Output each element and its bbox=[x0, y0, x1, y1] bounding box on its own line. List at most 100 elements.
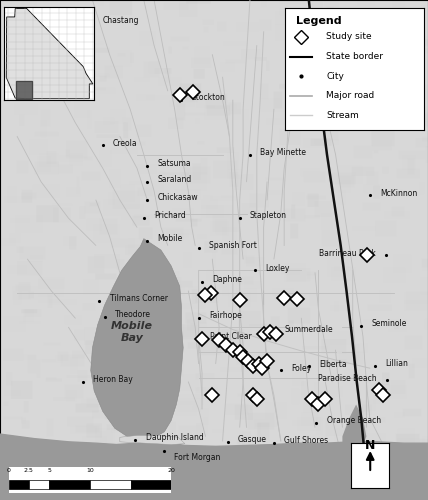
FancyBboxPatch shape bbox=[202, 20, 214, 25]
Text: Perdido: Perdido bbox=[312, 80, 340, 88]
FancyBboxPatch shape bbox=[92, 356, 110, 365]
FancyBboxPatch shape bbox=[88, 256, 104, 273]
FancyBboxPatch shape bbox=[60, 354, 84, 366]
FancyBboxPatch shape bbox=[66, 141, 87, 158]
FancyBboxPatch shape bbox=[22, 28, 46, 38]
FancyBboxPatch shape bbox=[335, 17, 339, 29]
FancyBboxPatch shape bbox=[399, 150, 426, 159]
Text: Chastang: Chastang bbox=[103, 16, 139, 25]
FancyBboxPatch shape bbox=[139, 444, 158, 448]
FancyBboxPatch shape bbox=[86, 484, 108, 496]
Text: Daphne: Daphne bbox=[212, 275, 242, 284]
FancyBboxPatch shape bbox=[162, 172, 189, 176]
FancyBboxPatch shape bbox=[13, 286, 38, 300]
FancyBboxPatch shape bbox=[202, 205, 223, 218]
FancyBboxPatch shape bbox=[383, 268, 405, 283]
Text: Fairhope: Fairhope bbox=[209, 312, 242, 320]
FancyBboxPatch shape bbox=[230, 172, 238, 187]
FancyBboxPatch shape bbox=[353, 343, 368, 352]
FancyBboxPatch shape bbox=[352, 32, 377, 49]
Text: Legend: Legend bbox=[296, 16, 342, 26]
Bar bbox=[90, 480, 131, 489]
FancyBboxPatch shape bbox=[374, 46, 385, 55]
FancyBboxPatch shape bbox=[120, 320, 130, 334]
FancyBboxPatch shape bbox=[187, 320, 196, 330]
FancyBboxPatch shape bbox=[11, 381, 33, 399]
FancyBboxPatch shape bbox=[203, 196, 213, 198]
FancyBboxPatch shape bbox=[222, 244, 238, 254]
FancyBboxPatch shape bbox=[307, 104, 324, 120]
FancyBboxPatch shape bbox=[315, 202, 331, 217]
FancyBboxPatch shape bbox=[257, 422, 269, 440]
FancyBboxPatch shape bbox=[160, 272, 173, 277]
FancyBboxPatch shape bbox=[121, 204, 144, 220]
Text: Theodore: Theodore bbox=[116, 310, 152, 319]
FancyBboxPatch shape bbox=[181, 460, 198, 466]
FancyBboxPatch shape bbox=[372, 140, 392, 151]
FancyBboxPatch shape bbox=[321, 339, 346, 353]
FancyBboxPatch shape bbox=[421, 277, 428, 294]
Text: Stapleton: Stapleton bbox=[250, 212, 287, 220]
FancyBboxPatch shape bbox=[322, 230, 342, 246]
FancyBboxPatch shape bbox=[237, 22, 259, 32]
FancyBboxPatch shape bbox=[320, 48, 330, 52]
FancyBboxPatch shape bbox=[111, 238, 135, 248]
FancyBboxPatch shape bbox=[36, 206, 59, 222]
Text: Chickasaw: Chickasaw bbox=[158, 193, 198, 202]
FancyBboxPatch shape bbox=[217, 148, 234, 153]
FancyBboxPatch shape bbox=[238, 311, 261, 327]
FancyBboxPatch shape bbox=[331, 86, 337, 99]
FancyBboxPatch shape bbox=[426, 478, 428, 492]
FancyBboxPatch shape bbox=[235, 405, 253, 420]
FancyBboxPatch shape bbox=[204, 26, 208, 32]
Text: Tilmans Corner: Tilmans Corner bbox=[110, 294, 168, 303]
FancyBboxPatch shape bbox=[100, 76, 107, 82]
FancyBboxPatch shape bbox=[80, 25, 91, 31]
FancyBboxPatch shape bbox=[122, 118, 131, 130]
FancyBboxPatch shape bbox=[325, 128, 339, 140]
FancyBboxPatch shape bbox=[193, 164, 201, 180]
Polygon shape bbox=[120, 436, 185, 444]
Text: Heron Bay: Heron Bay bbox=[93, 375, 133, 384]
Text: Creola: Creola bbox=[113, 138, 138, 147]
FancyBboxPatch shape bbox=[149, 62, 160, 74]
FancyBboxPatch shape bbox=[267, 119, 289, 124]
FancyBboxPatch shape bbox=[364, 184, 382, 193]
FancyBboxPatch shape bbox=[374, 391, 382, 404]
FancyBboxPatch shape bbox=[185, 312, 206, 324]
FancyBboxPatch shape bbox=[238, 436, 245, 453]
FancyBboxPatch shape bbox=[206, 94, 227, 109]
Text: Mobile
Bay: Mobile Bay bbox=[111, 321, 153, 342]
Text: N: N bbox=[365, 438, 375, 452]
FancyBboxPatch shape bbox=[160, 271, 179, 287]
FancyBboxPatch shape bbox=[178, 398, 203, 405]
FancyBboxPatch shape bbox=[129, 238, 148, 256]
FancyBboxPatch shape bbox=[15, 285, 30, 291]
FancyBboxPatch shape bbox=[46, 418, 54, 436]
Bar bbox=[131, 480, 171, 489]
FancyBboxPatch shape bbox=[176, 104, 185, 120]
Polygon shape bbox=[91, 238, 183, 442]
FancyBboxPatch shape bbox=[27, 438, 33, 446]
FancyBboxPatch shape bbox=[354, 418, 368, 430]
Text: Gulf Shores: Gulf Shores bbox=[284, 436, 328, 445]
FancyBboxPatch shape bbox=[116, 260, 124, 270]
FancyBboxPatch shape bbox=[171, 36, 189, 42]
FancyBboxPatch shape bbox=[113, 191, 140, 209]
FancyBboxPatch shape bbox=[398, 446, 404, 450]
FancyBboxPatch shape bbox=[123, 122, 128, 138]
FancyBboxPatch shape bbox=[71, 82, 75, 90]
FancyBboxPatch shape bbox=[289, 74, 316, 80]
FancyBboxPatch shape bbox=[183, 46, 188, 50]
FancyBboxPatch shape bbox=[59, 164, 73, 173]
FancyBboxPatch shape bbox=[243, 462, 250, 466]
FancyBboxPatch shape bbox=[94, 224, 119, 242]
FancyBboxPatch shape bbox=[393, 0, 405, 8]
FancyBboxPatch shape bbox=[358, 0, 374, 6]
FancyBboxPatch shape bbox=[9, 82, 34, 87]
FancyBboxPatch shape bbox=[133, 216, 149, 226]
FancyBboxPatch shape bbox=[114, 358, 123, 363]
FancyBboxPatch shape bbox=[226, 60, 245, 64]
FancyBboxPatch shape bbox=[83, 436, 107, 448]
FancyBboxPatch shape bbox=[207, 106, 230, 116]
